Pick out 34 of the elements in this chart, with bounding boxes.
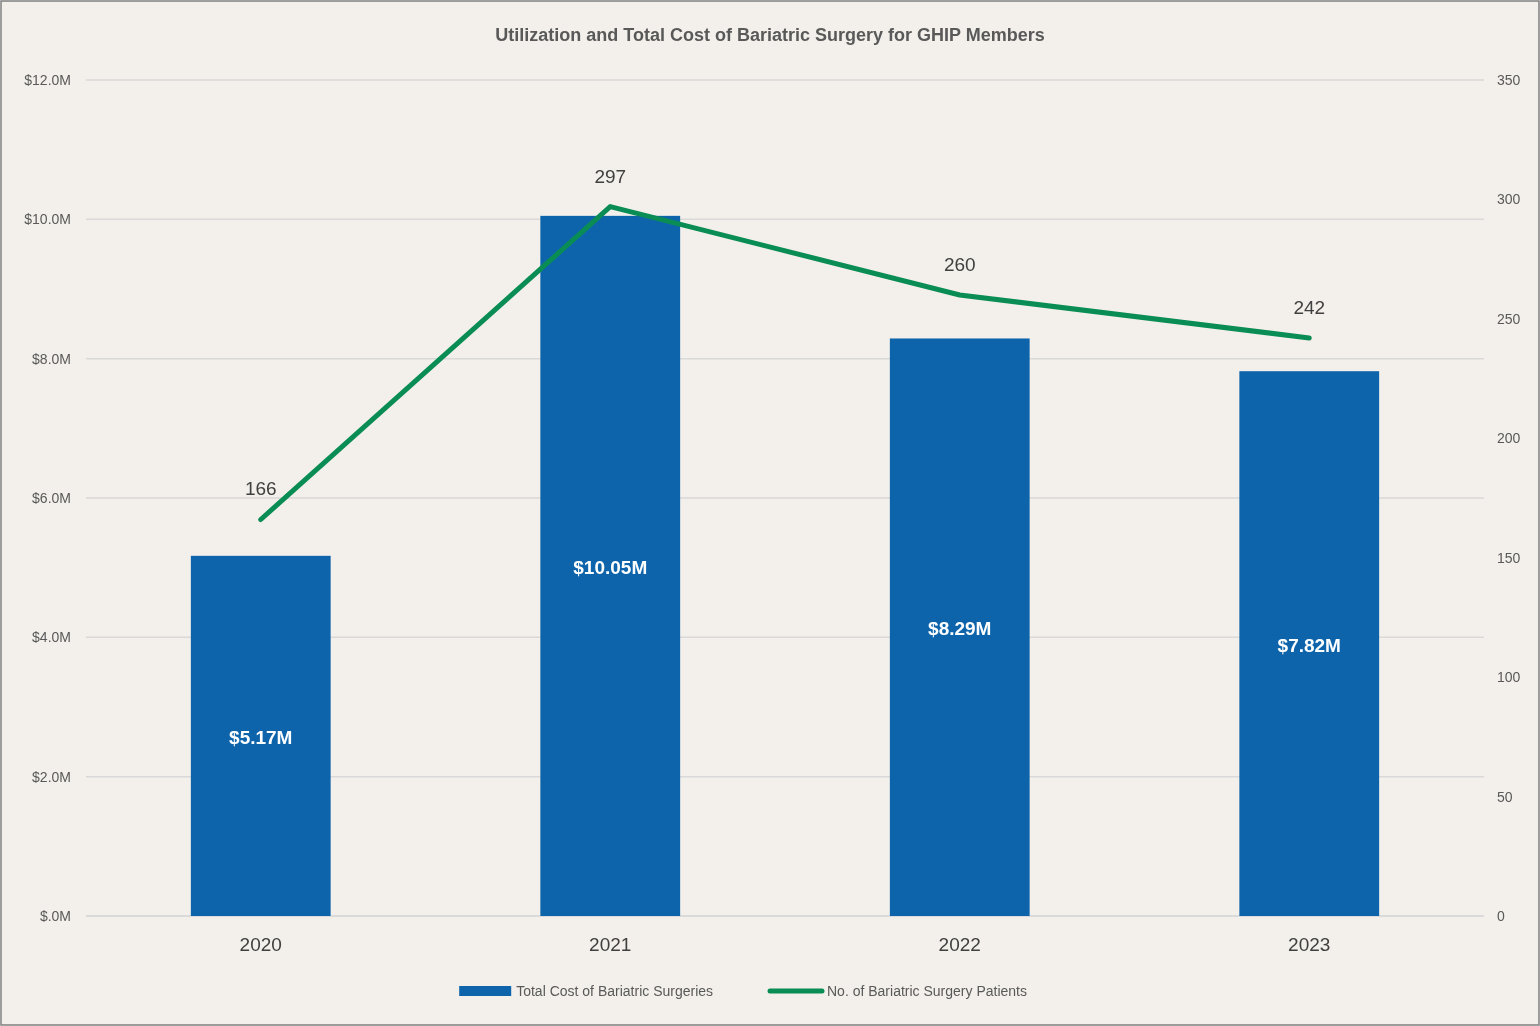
data-label: 166: [244, 478, 277, 500]
x-tick-label: 2022: [938, 934, 981, 955]
y2-tick-label: 150: [1497, 549, 1521, 566]
x-tick-label: 2021: [589, 934, 632, 955]
bar: [190, 555, 331, 916]
data-label: $8.29M: [928, 618, 992, 640]
y-tick-label: $10.0M: [24, 211, 71, 228]
data-label: $5.17M: [229, 726, 293, 748]
x-tick-label: 2020: [239, 934, 282, 955]
y-tick-label: $12.0M: [24, 72, 71, 88]
y-tick-label: $6.0M: [32, 490, 71, 506]
data-label: 297: [594, 165, 627, 187]
bar: [889, 338, 1030, 916]
y-tick-label: $.0M: [39, 908, 71, 924]
data-label: 242: [1293, 296, 1326, 318]
y2-tick-label: 100: [1497, 669, 1521, 686]
legend-label: Total Cost of Bariatric Surgeries: [516, 983, 714, 999]
y2-tick-label: 300: [1497, 191, 1521, 208]
y-tick-label: $2.0M: [32, 768, 71, 785]
chart-title: Utilization and Total Cost of Bariatric Surgery for GHIP Members: [495, 25, 1045, 45]
y2-tick-label: 0: [1497, 908, 1505, 924]
legend-label: No. of Bariatric Surgery Patients: [827, 983, 1027, 999]
y2-tick-label: 200: [1497, 430, 1521, 447]
x-tick-label: 2023: [1288, 934, 1331, 955]
data-label: $10.05M: [573, 556, 648, 578]
data-label: 260: [943, 253, 976, 275]
bar: [540, 215, 681, 916]
bar: [1239, 371, 1380, 916]
data-label: $7.82M: [1277, 634, 1341, 656]
y2-tick-label: 50: [1497, 788, 1513, 805]
y-tick-label: $4.0M: [32, 629, 71, 646]
y2-tick-label: 250: [1497, 310, 1521, 327]
y2-tick-label: 350: [1497, 72, 1521, 88]
y-tick-label: $8.0M: [32, 350, 71, 367]
